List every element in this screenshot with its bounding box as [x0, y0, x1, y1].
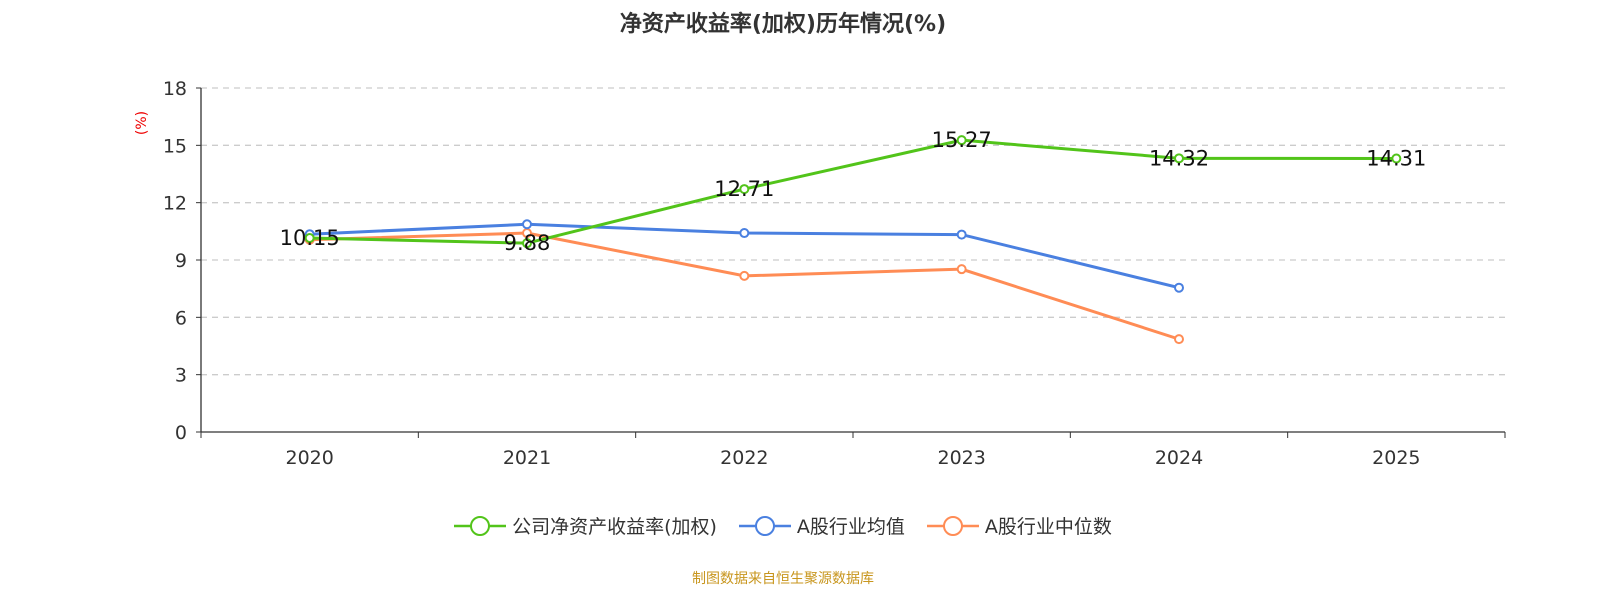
- data-label: 14.31: [1366, 147, 1426, 171]
- data-point: [739, 184, 750, 195]
- y-tick-label: 6: [175, 307, 187, 329]
- data-point: [956, 229, 967, 240]
- y-tick-label: 3: [175, 365, 187, 387]
- data-point: [739, 270, 750, 281]
- y-tick-label: 9: [175, 250, 187, 272]
- y-tick-label: 12: [163, 193, 187, 215]
- data-point: [522, 238, 532, 249]
- legend-marker-icon: [926, 515, 979, 536]
- x-tick-label: 2021: [503, 447, 551, 469]
- legend-label: 公司净资产收益率(加权): [512, 516, 717, 538]
- legend-item[interactable]: A股行业均值: [738, 512, 905, 539]
- y-tick-label: 18: [163, 78, 187, 100]
- x-tick-label: 2023: [937, 447, 985, 469]
- data-label: 10.15: [280, 226, 340, 250]
- legend-item[interactable]: 公司净资产收益率(加权): [454, 512, 717, 539]
- legend-label: A股行业均值: [796, 516, 905, 538]
- source-note: 制图数据来自恒生聚源数据库: [692, 571, 874, 587]
- x-tick-label: 2024: [1155, 447, 1203, 469]
- data-point: [522, 219, 532, 230]
- x-tick-label: 2020: [285, 447, 333, 469]
- data-label: 15.27: [932, 128, 992, 152]
- data-point: [1391, 153, 1402, 164]
- data-point: [1174, 334, 1184, 345]
- data-label: 14.32: [1149, 146, 1209, 170]
- x-tick-label: 2022: [720, 447, 768, 469]
- data-point: [1174, 282, 1184, 293]
- legend-item[interactable]: A股行业中位数: [926, 512, 1112, 539]
- data-label: 12.71: [714, 177, 774, 201]
- x-tick-label: 2025: [1372, 447, 1420, 469]
- data-point: [739, 228, 750, 239]
- data-point: [956, 264, 967, 275]
- legend: 公司净资产收益率(加权) A股行业均值 A股行业中位数: [0, 512, 1566, 539]
- data-point: [1174, 153, 1184, 164]
- series-line: [309, 231, 1180, 341]
- y-tick-label: 0: [175, 422, 187, 444]
- legend-marker-icon: [738, 515, 791, 536]
- series-line: [309, 138, 1397, 245]
- data-point: [304, 233, 315, 244]
- legend-label: A股行业中位数: [984, 516, 1112, 538]
- y-tick-label: 15: [163, 135, 187, 157]
- y-axis-label: (%): [134, 111, 150, 135]
- data-point: [956, 135, 967, 146]
- chart-title: 净资产收益率(加权)历年情况(%): [619, 12, 947, 37]
- data-label: 9.88: [504, 231, 551, 255]
- legend-marker-icon: [454, 515, 507, 536]
